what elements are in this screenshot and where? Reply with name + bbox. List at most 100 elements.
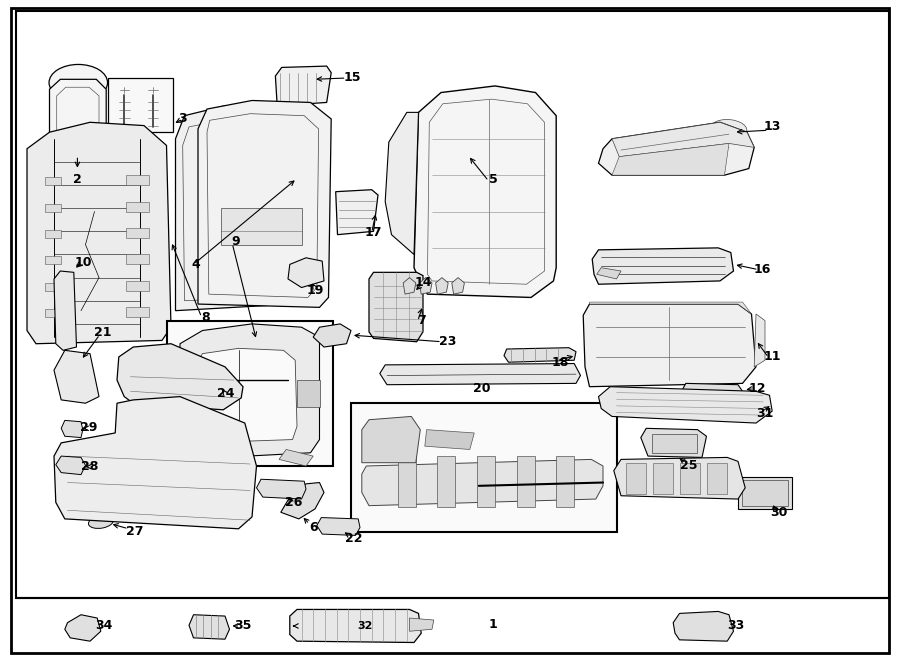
Ellipse shape <box>711 120 747 138</box>
Polygon shape <box>180 324 320 459</box>
Bar <box>126 281 148 291</box>
Text: 9: 9 <box>231 235 240 248</box>
Text: 25: 25 <box>680 459 698 472</box>
Text: 15: 15 <box>344 71 362 85</box>
Polygon shape <box>641 428 706 457</box>
Polygon shape <box>362 459 603 506</box>
Polygon shape <box>556 456 574 507</box>
Polygon shape <box>288 258 324 288</box>
Polygon shape <box>176 106 297 311</box>
Polygon shape <box>598 122 754 175</box>
Polygon shape <box>597 268 621 279</box>
Bar <box>653 463 673 494</box>
Polygon shape <box>61 420 83 438</box>
Polygon shape <box>317 518 360 535</box>
Polygon shape <box>54 350 99 403</box>
Polygon shape <box>754 314 765 367</box>
Text: 7: 7 <box>417 314 426 327</box>
Bar <box>351 403 616 532</box>
Polygon shape <box>65 615 101 641</box>
Text: 14: 14 <box>414 276 432 290</box>
Circle shape <box>78 624 89 632</box>
Polygon shape <box>56 456 86 475</box>
Circle shape <box>147 85 159 95</box>
Polygon shape <box>50 79 106 139</box>
Polygon shape <box>419 278 432 294</box>
Text: 17: 17 <box>364 226 382 239</box>
Polygon shape <box>380 364 580 385</box>
Polygon shape <box>279 449 313 466</box>
Bar <box>16 11 889 598</box>
Polygon shape <box>592 248 734 284</box>
Polygon shape <box>590 302 752 314</box>
Ellipse shape <box>137 458 169 494</box>
Polygon shape <box>436 278 448 294</box>
Bar <box>45 177 61 185</box>
Bar <box>297 380 320 407</box>
Text: 5: 5 <box>489 173 498 186</box>
Text: 23: 23 <box>438 335 456 348</box>
Polygon shape <box>598 387 772 423</box>
Bar <box>652 434 697 453</box>
Text: 24: 24 <box>217 387 235 400</box>
Bar <box>108 78 173 132</box>
Bar <box>45 283 61 291</box>
Circle shape <box>680 623 691 631</box>
Text: 10: 10 <box>75 256 93 269</box>
Text: 18: 18 <box>552 356 570 369</box>
Polygon shape <box>614 457 745 499</box>
Text: 22: 22 <box>345 532 363 545</box>
Text: 2: 2 <box>73 173 82 186</box>
Polygon shape <box>410 618 434 631</box>
Text: 13: 13 <box>763 120 781 134</box>
Text: 19: 19 <box>306 284 324 297</box>
Polygon shape <box>682 383 742 398</box>
Text: 26: 26 <box>284 496 302 509</box>
Polygon shape <box>403 278 416 294</box>
Bar <box>45 230 61 238</box>
Bar <box>45 309 61 317</box>
Text: 34: 34 <box>94 619 112 633</box>
Polygon shape <box>437 456 455 507</box>
Circle shape <box>118 85 130 95</box>
Polygon shape <box>612 122 754 157</box>
Bar <box>45 256 61 264</box>
Bar <box>738 477 792 509</box>
Text: 27: 27 <box>126 525 144 538</box>
Polygon shape <box>398 456 416 507</box>
Polygon shape <box>189 449 223 466</box>
Polygon shape <box>281 483 324 519</box>
Polygon shape <box>313 324 351 347</box>
Polygon shape <box>362 416 420 463</box>
Polygon shape <box>54 271 76 350</box>
Text: 33: 33 <box>727 619 745 633</box>
Text: 31: 31 <box>756 407 774 420</box>
Polygon shape <box>275 66 331 106</box>
Text: 6: 6 <box>309 521 318 534</box>
Polygon shape <box>189 615 230 639</box>
Bar <box>45 204 61 212</box>
Bar <box>126 228 148 238</box>
Text: 4: 4 <box>192 258 201 271</box>
Polygon shape <box>290 609 421 642</box>
Polygon shape <box>196 348 297 443</box>
Polygon shape <box>27 122 171 344</box>
Polygon shape <box>369 272 423 342</box>
Bar <box>126 202 148 212</box>
Polygon shape <box>517 456 535 507</box>
Text: 16: 16 <box>753 263 771 276</box>
Polygon shape <box>612 143 729 175</box>
Polygon shape <box>336 190 378 235</box>
Text: 21: 21 <box>94 326 112 339</box>
Bar <box>707 463 727 494</box>
Ellipse shape <box>88 516 113 528</box>
Text: 29: 29 <box>79 420 97 434</box>
Text: 11: 11 <box>763 350 781 364</box>
Ellipse shape <box>49 64 108 100</box>
Polygon shape <box>256 479 306 499</box>
Circle shape <box>697 623 707 631</box>
Polygon shape <box>54 397 256 529</box>
Text: 28: 28 <box>81 459 99 473</box>
Bar <box>202 218 266 245</box>
Bar <box>680 463 700 494</box>
